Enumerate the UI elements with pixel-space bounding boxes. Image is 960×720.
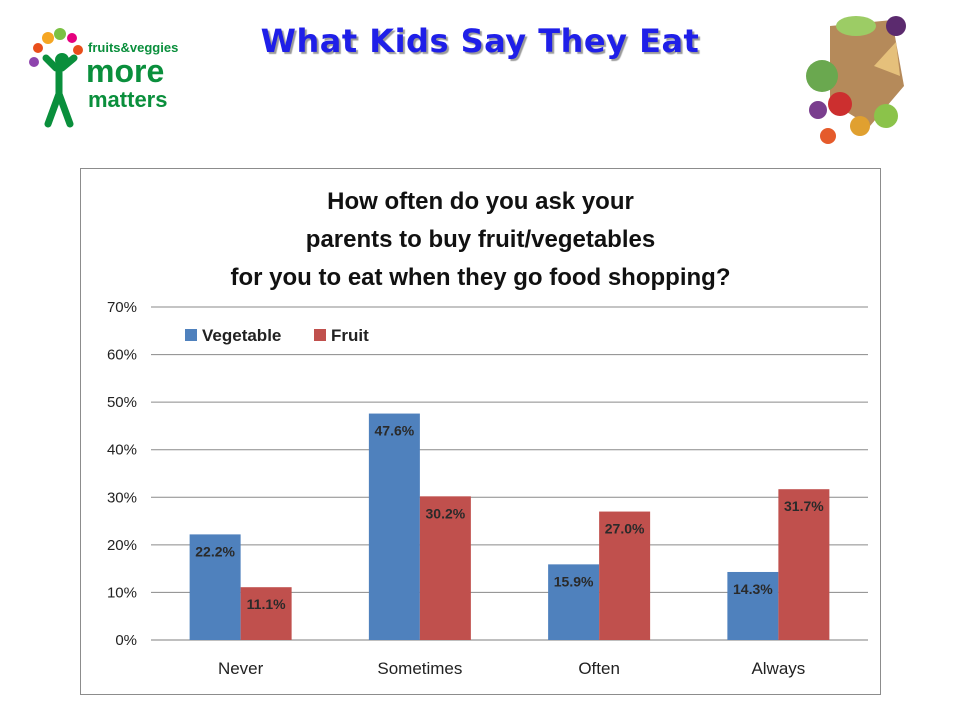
bar-vegetable-never — [189, 534, 241, 640]
data-label: 27.0% — [605, 521, 645, 537]
bar-fruit-always — [778, 489, 830, 640]
logo-line3: matters — [88, 87, 167, 112]
data-label: 47.6% — [375, 423, 415, 439]
chart-title-line-1: How often do you ask your — [327, 188, 634, 215]
y-tick-label: 60% — [107, 347, 137, 364]
chart-panel: How often do you ask your parents to buy… — [80, 168, 881, 695]
legend-swatch-fruit — [314, 329, 326, 341]
logo-line2: more — [86, 53, 164, 89]
logo-line1: fruits&veggies — [88, 40, 178, 55]
legend-label-vegetable: Vegetable — [202, 326, 281, 345]
y-tick-label: 10% — [107, 584, 137, 601]
bar-fruit-never — [240, 587, 292, 640]
chart-title-line-2: parents to buy fruit/vegetables — [305, 226, 656, 253]
y-tick-label: 20% — [107, 537, 137, 554]
x-category-label: Always — [751, 659, 805, 678]
bar-vegetable-always — [727, 571, 779, 640]
x-category-label: Sometimes — [377, 659, 462, 678]
fruits-veggies-logo: fruits&veggies more matters — [26, 24, 196, 134]
y-tick-label: 50% — [107, 394, 137, 411]
vegetable-basket-icon — [800, 6, 910, 158]
data-label: 14.3% — [733, 581, 773, 597]
bar-vegetable-sometimes — [368, 413, 420, 640]
chart-title: How often do you ask your parents to buy… — [81, 183, 880, 297]
y-tick-label: 0% — [115, 632, 137, 649]
x-category-label: Often — [578, 659, 620, 678]
bar-fruit-sometimes — [419, 496, 471, 640]
data-label: 22.2% — [195, 543, 235, 559]
slide-title: What Kids Say They Eat — [260, 22, 700, 60]
data-label: 30.2% — [426, 505, 466, 521]
data-label: 15.9% — [554, 573, 594, 589]
x-category-label: Never — [218, 659, 264, 678]
legend-swatch-vegetable — [185, 329, 197, 341]
y-tick-label: 70% — [107, 299, 137, 316]
y-tick-label: 40% — [107, 442, 137, 459]
bar-fruit-often — [599, 511, 651, 640]
chart-title-line-3: for you to eat when they go food shoppin… — [230, 264, 731, 291]
data-label: 11.1% — [247, 596, 286, 612]
data-label: 31.7% — [784, 498, 824, 514]
y-tick-label: 30% — [107, 489, 137, 506]
legend-label-fruit: Fruit — [331, 326, 369, 345]
bar-vegetable-often — [548, 564, 600, 640]
bar-chart: 0% 10% 20% 30% 40% 50% 60% 70% 22.2% 11.1% Never 47… — [107, 299, 868, 678]
